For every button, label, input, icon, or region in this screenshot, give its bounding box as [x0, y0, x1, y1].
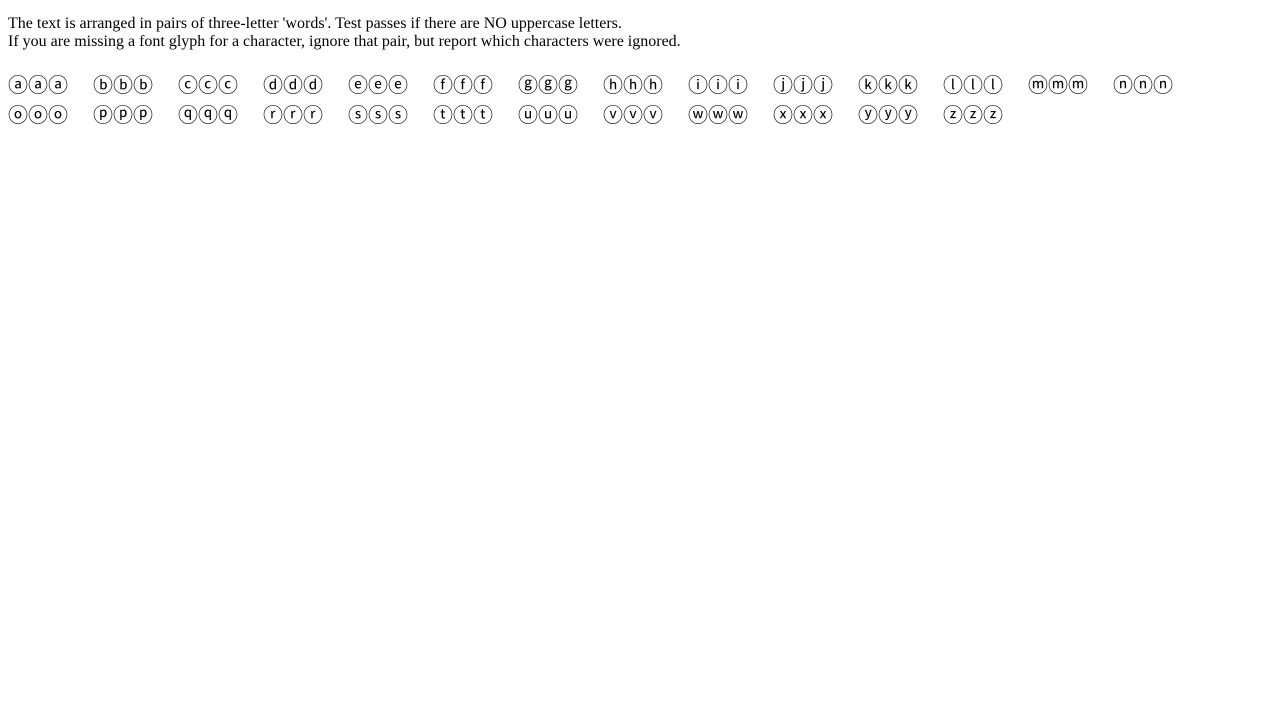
test-word: ⓒⓒⓒ — [178, 73, 238, 97]
test-word: ⓣⓣⓣ — [433, 103, 493, 127]
test-word: ⓓⓓⓓ — [263, 73, 323, 97]
instructions: The text is arranged in pairs of three-l… — [8, 15, 681, 51]
test-word: ⓝⓝⓝ — [1113, 73, 1173, 97]
instruction-line-2: If you are missing a font glyph for a ch… — [8, 33, 681, 50]
test-word: ⓞⓞⓞ — [8, 103, 68, 127]
test-word: ⓗⓗⓗ — [603, 73, 663, 97]
test-word: ⓚⓚⓚ — [858, 73, 918, 97]
test-word: ⓘⓘⓘ — [688, 73, 748, 97]
test-word: ⓨⓨⓨ — [858, 103, 918, 127]
test-word: ⓥⓥⓥ — [603, 103, 663, 127]
test-word: ⓜⓜⓜ — [1028, 73, 1088, 97]
test-word: ⓔⓔⓔ — [348, 73, 408, 97]
test-word: ⓦⓦⓦ — [688, 103, 748, 127]
test-word: ⓟⓟⓟ — [93, 103, 153, 127]
test-word: ⓐⓐⓐ — [8, 73, 68, 97]
test-word: ⓩⓩⓩ — [943, 103, 1003, 127]
test-word: ⓤⓤⓤ — [518, 103, 578, 127]
test-word: ⓕⓕⓕ — [433, 73, 493, 97]
test-word: ⓛⓛⓛ — [943, 73, 1003, 97]
test-word: ⓧⓧⓧ — [773, 103, 833, 127]
test-word: ⓖⓖⓖ — [518, 73, 578, 97]
instruction-line-1: The text is arranged in pairs of three-l… — [8, 15, 622, 32]
test-word: ⓡⓡⓡ — [263, 103, 323, 127]
test-word: ⓠⓠⓠ — [178, 103, 238, 127]
test-words-grid: ⓐⓐⓐ ⓑⓑⓑ ⓒⓒⓒ ⓓⓓⓓ ⓔⓔⓔ ⓕⓕⓕ ⓖⓖⓖ ⓗⓗⓗ ⓘⓘⓘ ⓙⓙⓙ … — [8, 70, 1198, 130]
test-word: ⓙⓙⓙ — [773, 73, 833, 97]
test-word: ⓑⓑⓑ — [93, 73, 153, 97]
test-word: ⓢⓢⓢ — [348, 103, 408, 127]
